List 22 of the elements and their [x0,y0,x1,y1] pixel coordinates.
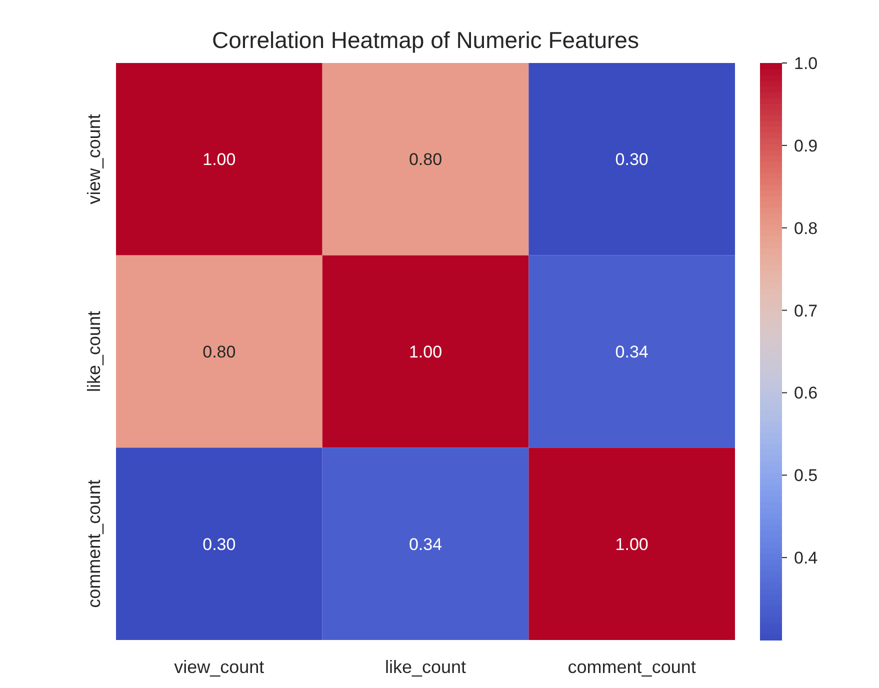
data-label: 0.34 [615,342,648,362]
color-bar-label: 0.9 [794,136,818,156]
data-label: 0.30 [202,534,236,554]
chart-title: Correlation Heatmap of Numeric Features [212,27,639,53]
color-bar-label: 0.7 [794,301,818,320]
data-label: 0.80 [408,150,442,170]
data-label: 1.00 [615,534,648,554]
x-tick-label: view_count [174,657,264,677]
data-label: 0.34 [408,534,442,554]
color-bar-label: 0.8 [794,218,818,238]
data-label: 1.00 [408,342,442,362]
color-bar-label: 0.6 [794,384,818,403]
data-label: 1.00 [202,150,236,170]
x-tick-label: like_count [384,657,466,677]
data-label: 0.80 [202,342,236,362]
color-bar-label: 0.4 [794,548,818,568]
color-bar-label: 1.0 [794,54,818,73]
data-label: 0.30 [615,150,648,170]
y-tick-label: like_count [84,310,104,392]
x-tick-label: comment_count [568,657,696,677]
y-tick-label: view_count [84,114,104,204]
color-bar-label: 0.5 [794,466,818,486]
